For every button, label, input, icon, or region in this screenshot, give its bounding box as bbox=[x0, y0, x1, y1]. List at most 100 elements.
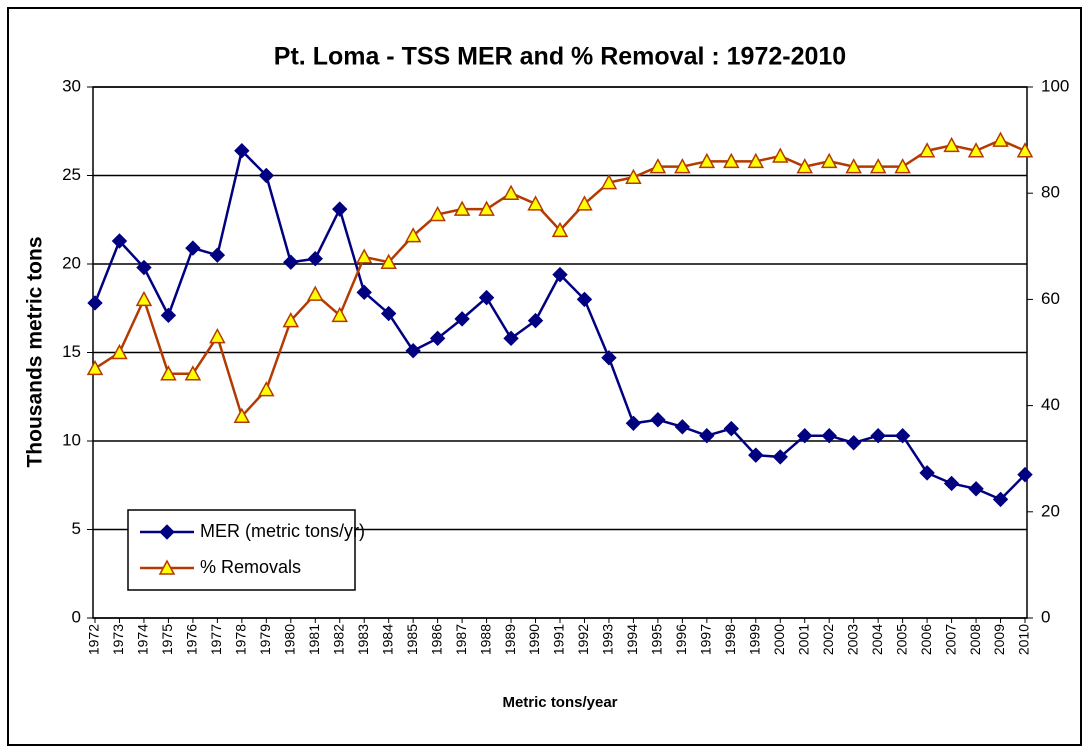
chart-title: Pt. Loma - TSS MER and % Removal : 1972-… bbox=[274, 43, 846, 71]
point bbox=[699, 427, 715, 444]
x-tick-label: 2004 bbox=[869, 624, 885, 655]
point bbox=[478, 289, 495, 306]
x-tick-label: 1995 bbox=[649, 624, 665, 655]
x-tick-label: 2002 bbox=[820, 624, 836, 655]
y-axis-label: Thousands metric tons bbox=[24, 236, 47, 467]
x-tick-label: 1983 bbox=[355, 624, 371, 655]
point bbox=[723, 152, 740, 169]
x-tick-label: 2001 bbox=[795, 624, 811, 655]
point bbox=[233, 407, 251, 423]
x-tick-label: 1991 bbox=[551, 624, 567, 655]
x-tick-label: 2005 bbox=[893, 624, 909, 655]
point bbox=[821, 427, 837, 444]
point bbox=[527, 195, 544, 211]
point bbox=[307, 250, 323, 267]
point bbox=[258, 167, 275, 184]
point bbox=[429, 330, 446, 347]
point bbox=[454, 311, 470, 327]
point bbox=[943, 475, 960, 492]
y2-tick-label: 60 bbox=[1041, 289, 1060, 308]
point bbox=[404, 227, 422, 243]
point bbox=[723, 420, 740, 437]
legend-marker bbox=[158, 559, 176, 575]
point bbox=[992, 491, 1009, 508]
x-tick-label: 1998 bbox=[722, 624, 738, 655]
x-tick-label: 1988 bbox=[477, 624, 493, 655]
point bbox=[331, 306, 348, 323]
legend-label: MER (metric tons/yr) bbox=[200, 521, 365, 541]
point bbox=[86, 359, 104, 376]
x-tick-label: 1981 bbox=[306, 624, 322, 655]
point bbox=[601, 350, 617, 366]
x-tick-label: 1987 bbox=[453, 624, 469, 655]
point bbox=[650, 412, 666, 428]
point bbox=[649, 158, 667, 174]
point bbox=[772, 449, 788, 465]
point bbox=[380, 253, 397, 269]
point bbox=[87, 295, 103, 311]
legend-box bbox=[127, 509, 356, 591]
point bbox=[136, 259, 152, 276]
point bbox=[209, 247, 226, 263]
y2-tick-label: 20 bbox=[1041, 501, 1060, 520]
point bbox=[209, 327, 226, 344]
x-tick-label: 1994 bbox=[624, 624, 640, 655]
y-tick-label: 0 bbox=[72, 607, 81, 626]
y-tick-label: 25 bbox=[62, 165, 81, 184]
x-tick-label: 1990 bbox=[526, 624, 542, 655]
x-tick-label: 2009 bbox=[991, 624, 1007, 655]
x-tick-label: 1975 bbox=[159, 624, 175, 655]
legend-marker bbox=[159, 524, 175, 540]
x-tick-label: 1997 bbox=[698, 624, 714, 655]
point bbox=[576, 195, 593, 211]
point bbox=[1016, 142, 1034, 158]
x-tick-label: 1974 bbox=[135, 624, 151, 655]
point bbox=[919, 465, 935, 481]
point bbox=[870, 427, 886, 444]
x-tick-label: 1972 bbox=[86, 624, 102, 655]
point bbox=[502, 184, 520, 200]
point bbox=[185, 240, 201, 256]
point bbox=[380, 305, 397, 322]
x-tick-label: 1989 bbox=[502, 624, 518, 655]
point bbox=[307, 285, 324, 301]
point bbox=[869, 158, 887, 174]
x-tick-label: 1980 bbox=[281, 624, 297, 655]
point bbox=[1017, 466, 1033, 483]
point bbox=[943, 136, 960, 153]
x-tick-label: 1996 bbox=[673, 624, 689, 655]
x-tick-label: 2006 bbox=[918, 624, 934, 655]
point bbox=[135, 290, 153, 307]
point bbox=[111, 343, 128, 360]
x-axis-label: Metric tons/year bbox=[502, 694, 617, 711]
point bbox=[160, 365, 177, 381]
point bbox=[234, 143, 250, 159]
x-tick-label: 1979 bbox=[257, 624, 273, 655]
x-tick-label: 2008 bbox=[967, 624, 983, 655]
point bbox=[551, 221, 569, 238]
point bbox=[527, 312, 544, 329]
point bbox=[625, 168, 642, 185]
x-tick-label: 2000 bbox=[771, 624, 787, 655]
point bbox=[845, 435, 862, 451]
point bbox=[552, 266, 568, 283]
point bbox=[355, 248, 373, 264]
x-tick-label: 2003 bbox=[844, 624, 860, 655]
point bbox=[748, 447, 764, 463]
y-tick-label: 5 bbox=[72, 519, 81, 538]
x-tick-label: 1977 bbox=[208, 624, 224, 655]
point bbox=[282, 312, 300, 328]
y2-tick-label: 0 bbox=[1041, 607, 1050, 626]
point bbox=[820, 152, 838, 169]
point bbox=[160, 307, 177, 324]
x-tick-label: 1973 bbox=[110, 624, 126, 655]
point bbox=[429, 205, 446, 222]
x-tick-label: 1986 bbox=[428, 624, 444, 655]
point bbox=[747, 152, 765, 169]
x-tick-label: 1984 bbox=[379, 624, 395, 655]
x-tick-label: 1999 bbox=[746, 624, 762, 655]
y2-tick-label: 80 bbox=[1041, 183, 1060, 202]
y2-tick-label: 100 bbox=[1041, 76, 1069, 95]
point bbox=[894, 158, 911, 174]
x-tick-label: 1985 bbox=[404, 624, 420, 655]
